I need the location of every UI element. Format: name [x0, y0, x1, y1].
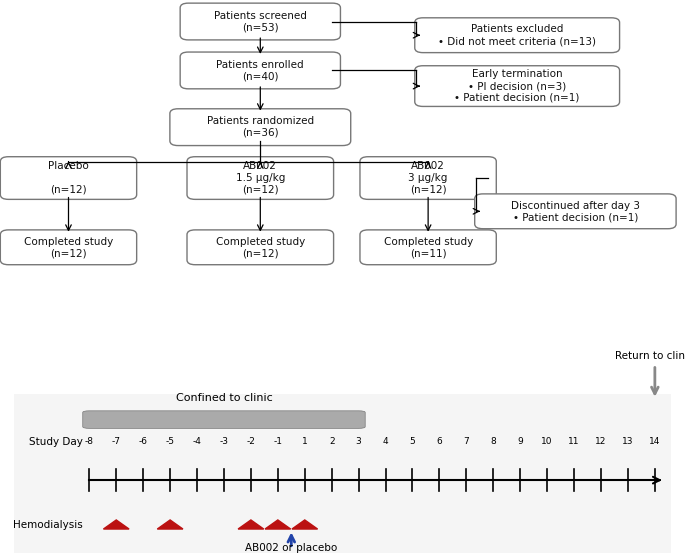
Text: 12: 12: [595, 437, 607, 447]
FancyBboxPatch shape: [83, 411, 365, 428]
FancyBboxPatch shape: [1, 157, 136, 200]
Text: 1: 1: [302, 437, 308, 447]
Polygon shape: [265, 520, 290, 529]
FancyBboxPatch shape: [1, 230, 136, 265]
Text: 8: 8: [490, 437, 496, 447]
FancyBboxPatch shape: [187, 157, 334, 200]
Text: 14: 14: [649, 437, 660, 447]
FancyBboxPatch shape: [414, 18, 619, 53]
Text: Patients randomized
(n=36): Patients randomized (n=36): [207, 116, 314, 138]
Text: 10: 10: [541, 437, 553, 447]
Polygon shape: [158, 520, 183, 529]
Text: AB002 or placebo: AB002 or placebo: [245, 543, 338, 553]
Text: 9: 9: [517, 437, 523, 447]
Text: 7: 7: [464, 437, 469, 447]
FancyBboxPatch shape: [1, 391, 684, 557]
FancyBboxPatch shape: [170, 109, 351, 145]
Text: Return to clinic: Return to clinic: [616, 352, 685, 362]
Text: Confined to clinic: Confined to clinic: [175, 393, 273, 403]
Text: 11: 11: [569, 437, 580, 447]
Polygon shape: [238, 520, 264, 529]
Text: 4: 4: [383, 437, 388, 447]
Text: Completed study
(n=12): Completed study (n=12): [216, 236, 305, 258]
Text: 6: 6: [436, 437, 443, 447]
Text: -7: -7: [112, 437, 121, 447]
Text: -5: -5: [166, 437, 175, 447]
FancyBboxPatch shape: [180, 52, 340, 89]
FancyBboxPatch shape: [187, 230, 334, 265]
Text: AB002
1.5 μg/kg
(n=12): AB002 1.5 μg/kg (n=12): [236, 162, 285, 195]
Text: Placebo

(n=12): Placebo (n=12): [48, 162, 89, 195]
Text: 3: 3: [356, 437, 362, 447]
Text: 5: 5: [410, 437, 415, 447]
FancyBboxPatch shape: [475, 194, 676, 229]
Text: -1: -1: [273, 437, 282, 447]
Text: -2: -2: [247, 437, 256, 447]
Polygon shape: [103, 520, 129, 529]
Text: -6: -6: [138, 437, 148, 447]
Text: 2: 2: [329, 437, 334, 447]
Polygon shape: [292, 520, 318, 529]
Text: Patients enrolled
(n=40): Patients enrolled (n=40): [216, 60, 304, 81]
Text: AB002
3 μg/kg
(n=12): AB002 3 μg/kg (n=12): [408, 162, 448, 195]
FancyBboxPatch shape: [414, 66, 619, 106]
Text: Patients screened
(n=53): Patients screened (n=53): [214, 11, 307, 32]
Text: Discontinued after day 3
• Patient decision (n=1): Discontinued after day 3 • Patient decis…: [511, 201, 640, 222]
Text: -3: -3: [219, 437, 229, 447]
Text: Early termination
• PI decision (n=3)
• Patient decision (n=1): Early termination • PI decision (n=3) • …: [454, 69, 580, 103]
Text: -4: -4: [192, 437, 201, 447]
Text: 13: 13: [622, 437, 634, 447]
Text: Hemodialysis: Hemodialysis: [13, 520, 83, 530]
FancyBboxPatch shape: [360, 230, 496, 265]
FancyBboxPatch shape: [180, 3, 340, 40]
Text: Patients excluded
• Did not meet criteria (n=13): Patients excluded • Did not meet criteri…: [438, 25, 596, 46]
FancyBboxPatch shape: [360, 157, 496, 200]
Text: Completed study
(n=11): Completed study (n=11): [384, 236, 473, 258]
Text: -8: -8: [85, 437, 94, 447]
Text: Completed study
(n=12): Completed study (n=12): [24, 236, 113, 258]
Text: Study Day: Study Day: [29, 437, 83, 447]
